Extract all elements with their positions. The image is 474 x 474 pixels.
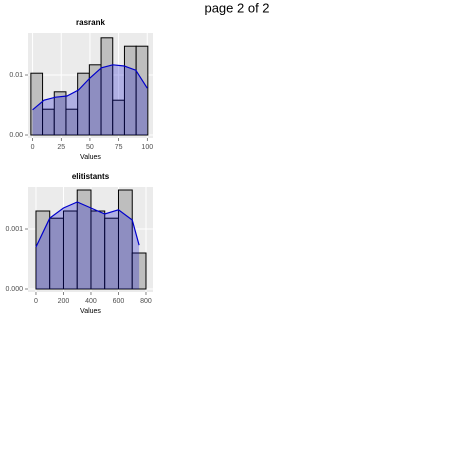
x-tick-label: 200 [58,298,70,305]
density-area [35,202,140,289]
bar [30,72,44,136]
bar [131,252,147,290]
y-tick-label: 0.001 [5,226,23,233]
x-axis-label: Values [80,154,101,161]
x-axis-label: Values [80,308,101,315]
y-tick-label: 0.00 [9,132,23,139]
bar [117,189,133,290]
x-tick-label: 75 [115,144,123,151]
x-tick-label: 0 [31,144,35,151]
x-tick-label: 800 [140,298,152,305]
bar [100,37,114,136]
x-tick-label: 0 [34,298,38,305]
x-tick-label: 100 [141,144,153,151]
density-line [32,64,148,111]
density-line [35,201,140,248]
density-area [32,64,148,135]
x-tick-label: 50 [86,144,94,151]
page-title: page 2 of 2 [204,0,269,15]
x-tick-label: 400 [85,298,97,305]
bar [135,45,149,136]
x-tick-label: 25 [57,144,65,151]
x-tick-label: 600 [113,298,125,305]
chart-title: elitistants [72,172,110,181]
y-tick-label: 0.01 [9,72,23,79]
y-tick-label: 0.000 [5,286,23,293]
chart-title: rasrank [76,18,105,27]
